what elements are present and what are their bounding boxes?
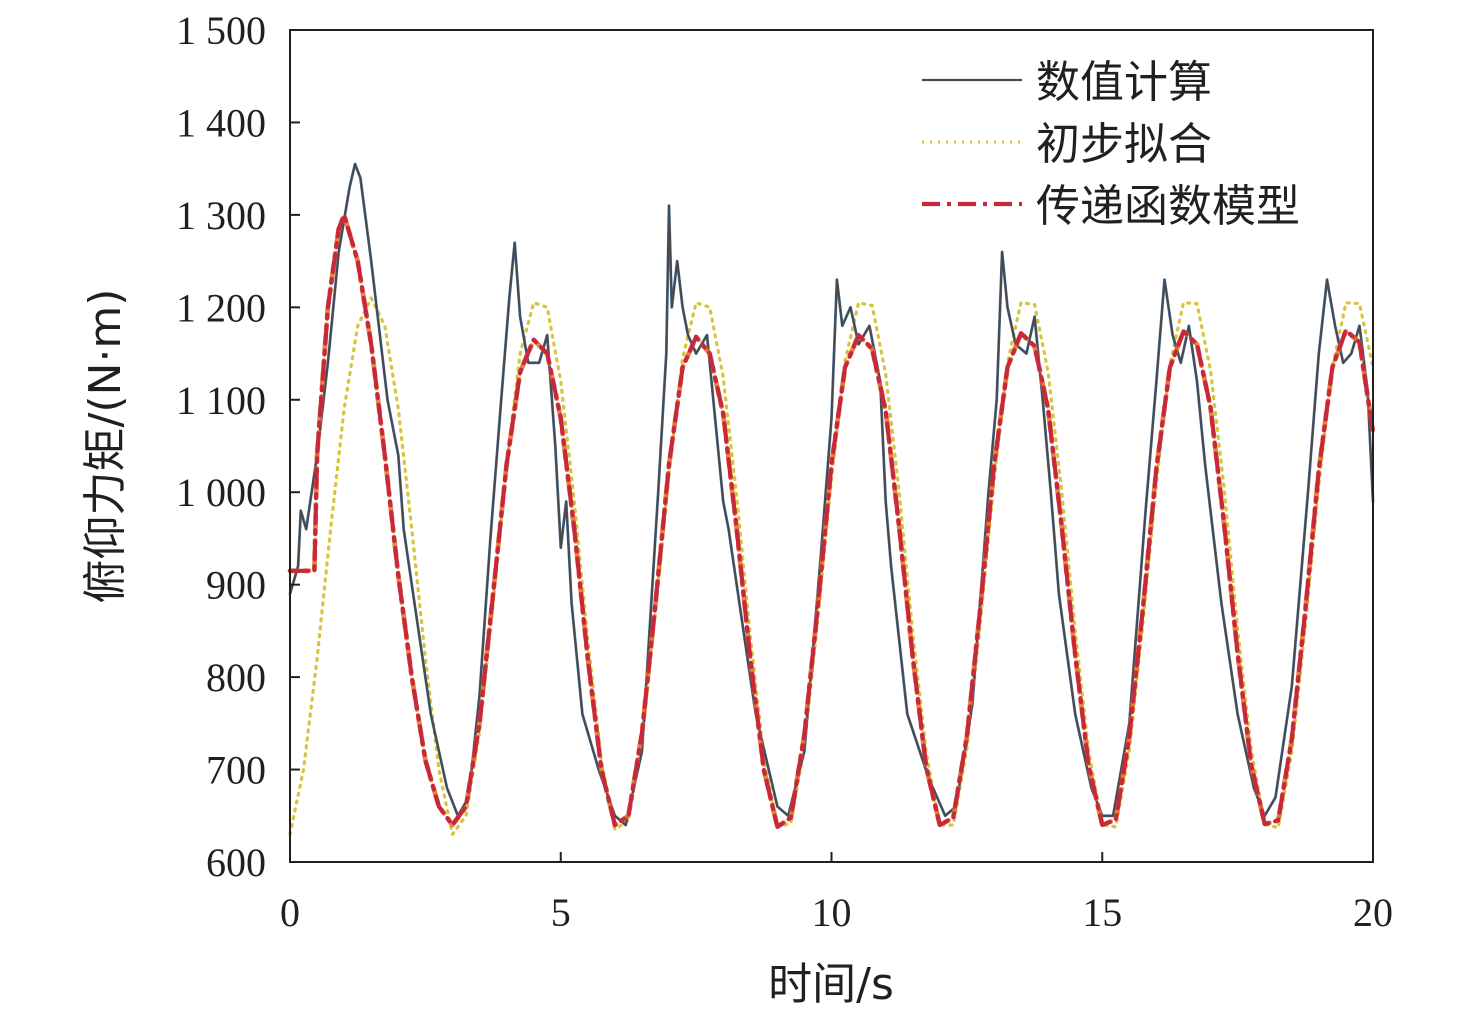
x-tick-label: 15 [1082,890,1122,935]
y-tick-label: 1 500 [176,8,266,53]
y-tick-label: 1 400 [176,100,266,145]
x-tick-label: 0 [280,890,300,935]
y-tick-label: 800 [206,655,266,700]
y-tick-label: 700 [206,748,266,793]
y-tick-label: 1 200 [176,285,266,330]
series-line [288,296,1375,836]
series-layer [287,162,1376,836]
y-tick-label: 900 [206,563,266,608]
axis-labels: 时间/s 俯仰力矩/(N·m) [80,289,894,1010]
y-tick-label: 1 100 [176,378,266,423]
x-tick-label: 5 [551,890,571,935]
series-line [287,212,1376,830]
x-tick-label: 20 [1353,890,1393,935]
legend-label: 初步拟合 [1036,119,1212,170]
axis-ticks: 0 5 10 15 20 600 700 800 900 1 000 1 100 1 200 1 300… [176,8,1393,935]
x-axis-title: 时间/s [768,959,894,1010]
legend-label: 传递函数模型 [1036,181,1300,232]
y-tick-label: 1 000 [176,470,266,515]
y-tick-label: 600 [206,840,266,885]
y-tick-label: 1 300 [176,193,266,238]
legend-label: 数值计算 [1036,57,1212,108]
y-axis-title: 俯仰力矩/(N·m) [80,289,131,604]
x-tick-label: 10 [812,890,852,935]
